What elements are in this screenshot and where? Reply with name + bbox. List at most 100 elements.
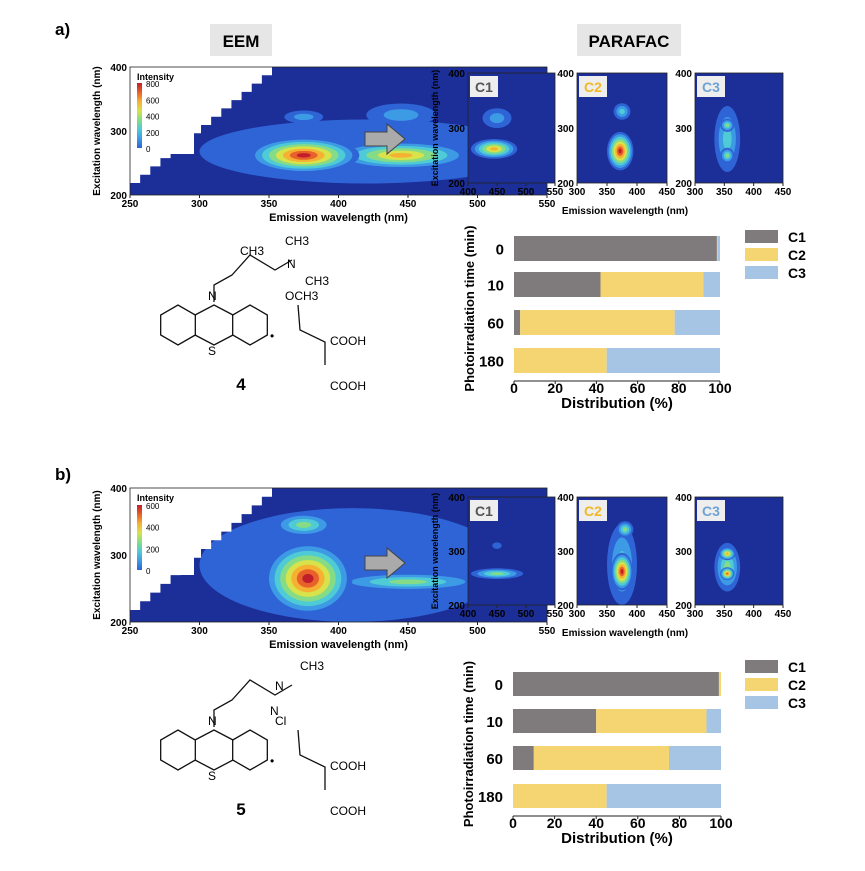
contour-level <box>489 113 505 124</box>
contour-level <box>294 113 314 121</box>
component-label: C2 <box>584 79 602 95</box>
colorbar-title: Intensity <box>137 493 174 503</box>
category-label: 0 <box>496 242 504 259</box>
category-label: 10 <box>487 278 504 295</box>
x-tick-label: 550 <box>547 609 564 620</box>
atom-label: N <box>275 679 284 693</box>
atom-label: N <box>287 257 296 271</box>
x-tick-label: 40 <box>588 815 604 831</box>
colorbar-tick-label: 400 <box>146 113 160 122</box>
x-tick-label: 20 <box>547 380 563 396</box>
bar-C2-10 <box>600 272 704 297</box>
category-label: 60 <box>487 316 504 333</box>
y-tick-label: 400 <box>110 484 127 495</box>
parafac-title-box <box>577 24 681 56</box>
y-tick-label: 300 <box>557 547 574 558</box>
component-label: C1 <box>475 79 493 95</box>
x-tick-label: 400 <box>330 199 347 210</box>
bar-C3-0 <box>717 236 720 261</box>
colorbar-tick-label: 800 <box>146 80 160 89</box>
contour-level <box>296 521 312 528</box>
contour-level <box>725 153 730 158</box>
bar-C1-0 <box>514 236 717 261</box>
legend-swatch <box>745 230 778 243</box>
x-tick-label: 500 <box>518 187 535 198</box>
contour-level <box>726 572 729 575</box>
plot-frame <box>467 72 556 184</box>
y-tick-label: 200 <box>448 179 465 190</box>
arrow-icon <box>364 546 406 580</box>
x-tick-label: 300 <box>191 199 208 210</box>
x-tick-label: 400 <box>745 187 762 198</box>
x-tick-label: 550 <box>547 187 564 198</box>
x-tick-label: 400 <box>330 626 347 637</box>
y-tick-label: 400 <box>675 493 692 504</box>
legend-swatch <box>745 678 778 691</box>
atom-label: • <box>270 754 274 768</box>
colorbar-tick-label: 200 <box>146 129 160 138</box>
benzene-ring <box>160 729 196 771</box>
bar-C2-180 <box>513 784 607 808</box>
x-tick-label: 450 <box>489 609 506 620</box>
bar-C3-180 <box>606 348 720 373</box>
y-tick-label: 400 <box>557 69 574 80</box>
bond <box>194 334 234 346</box>
legend-swatch <box>745 248 778 261</box>
legend-swatch <box>745 266 778 279</box>
atom-label: Cl <box>275 714 286 728</box>
legend-label: C1 <box>788 659 806 675</box>
contour-level <box>725 552 729 555</box>
x-tick-label: 0 <box>509 815 517 831</box>
x-tick-label: 350 <box>261 199 278 210</box>
component-label-box <box>697 500 725 521</box>
component-label: C3 <box>702 79 720 95</box>
component-label-box <box>470 76 498 97</box>
plot-frame <box>694 496 784 606</box>
atom-label: COOH <box>330 379 366 393</box>
colorbar <box>137 83 142 148</box>
category-label: 10 <box>486 714 503 731</box>
compound-number: 5 <box>236 800 245 819</box>
contour-level <box>622 527 628 532</box>
x-tick-label: 400 <box>629 187 646 198</box>
category-label: 180 <box>478 789 503 806</box>
bar-C2-0 <box>716 236 718 261</box>
y-tick-label: 200 <box>110 618 127 629</box>
atom-label: COOH <box>330 804 366 818</box>
bar-C2-180 <box>514 348 607 373</box>
atom-label: OCH3 <box>285 289 319 303</box>
atom-label: CH3 <box>240 244 264 258</box>
plot-frame <box>694 72 784 184</box>
y-axis-title: Excitation wavelength (nm) <box>430 493 440 610</box>
bar-C1-10 <box>514 272 601 297</box>
compound-number: 4 <box>236 375 246 394</box>
atom-label: N <box>270 704 279 718</box>
bar-C2-60 <box>533 746 669 770</box>
bar-C2-60 <box>520 310 675 335</box>
bar-C1-0 <box>513 672 719 696</box>
x-tick-label: 450 <box>659 187 676 198</box>
colorbar-tick-label: 0 <box>146 567 151 576</box>
y-tick-label: 300 <box>557 124 574 135</box>
x-tick-label: 350 <box>716 609 733 620</box>
benzene-ring <box>232 304 268 346</box>
y-axis-title: Excitation wavelength (nm) <box>430 70 440 187</box>
x-tick-label: 400 <box>629 609 646 620</box>
colorbar-box <box>132 490 194 575</box>
colorbar-title: Intensity <box>137 72 174 82</box>
benzene-ring <box>232 729 268 771</box>
x-tick-label: 60 <box>630 380 646 396</box>
x-tick-label: 100 <box>709 815 733 831</box>
atom-label: S <box>208 344 216 358</box>
contour-level <box>620 569 624 574</box>
bar-C3-10 <box>703 272 720 297</box>
x-axis-title: Emission wavelength (nm) <box>269 639 408 651</box>
x-tick-label: 450 <box>659 609 676 620</box>
plot-frame <box>576 72 668 184</box>
contour-level <box>619 108 625 115</box>
x-tick-label: 300 <box>687 609 704 620</box>
y-tick-label: 300 <box>675 124 692 135</box>
bond <box>194 729 234 741</box>
colorbar-box <box>132 69 194 154</box>
